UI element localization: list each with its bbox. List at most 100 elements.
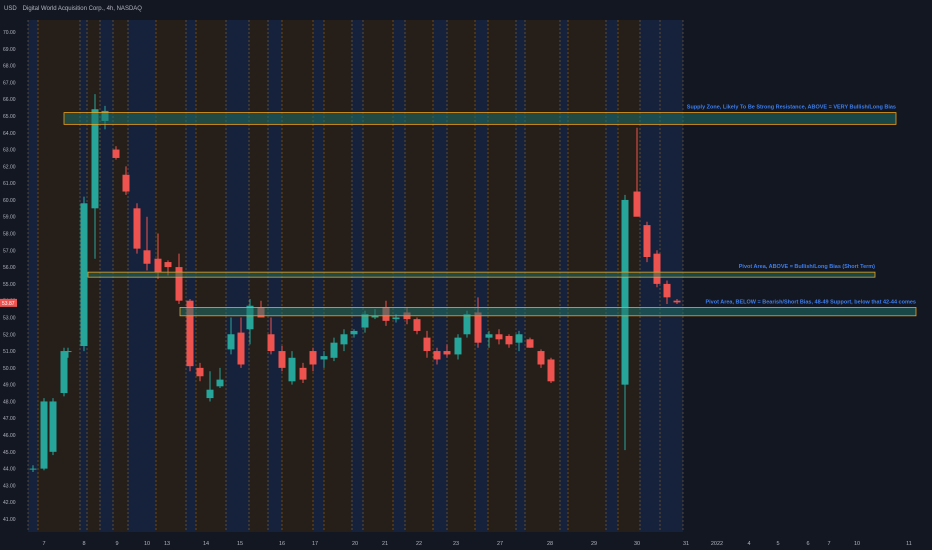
candle-bearish <box>643 221 651 263</box>
candle-body <box>392 317 400 320</box>
x-tick-label: 27 <box>497 541 503 547</box>
y-tick-label: 58.00 <box>3 232 16 238</box>
candle-bearish <box>122 166 130 195</box>
y-tick-label: 59.00 <box>3 215 16 221</box>
candle-bullish <box>64 347 72 358</box>
zones: Supply Zone, Likely To Be Strong Resista… <box>63 105 917 317</box>
y-tick-label: 43.00 <box>3 483 16 489</box>
candle-body <box>621 199 629 385</box>
x-tick-label: 13 <box>164 541 170 547</box>
zone-annotation: Pivot Area, BELOW = Bearish/Short Bias, … <box>705 299 916 305</box>
candle-bullish <box>340 329 348 352</box>
y-tick-label: 64.00 <box>3 131 16 137</box>
candle-body <box>227 334 235 350</box>
candle-body <box>49 401 57 452</box>
candle-body <box>29 468 37 470</box>
candle-body <box>216 379 224 387</box>
y-tick-label: 66.00 <box>3 97 16 103</box>
candle-body <box>309 351 317 365</box>
candle-body <box>133 208 141 249</box>
y-tick-label: 45.00 <box>3 450 16 456</box>
x-tick-label: 17 <box>312 541 318 547</box>
candle-body <box>413 319 421 331</box>
candle-bearish <box>299 362 307 383</box>
candle-body <box>526 339 534 348</box>
candle-body <box>278 351 286 368</box>
y-tick-label: 65.00 <box>3 114 16 120</box>
candle-bearish <box>423 330 431 358</box>
candle-body <box>633 191 641 217</box>
candle-bearish <box>443 344 451 358</box>
candle-bearish <box>143 216 151 271</box>
candles <box>29 94 681 472</box>
candle-body <box>299 367 307 380</box>
y-tick-label: 61.00 <box>3 181 16 187</box>
candle-body <box>485 334 493 338</box>
zone-rect[interactable] <box>179 307 917 317</box>
candle-bearish <box>633 127 641 217</box>
y-tick-label: 67.00 <box>3 80 16 86</box>
y-tick-label: 49.00 <box>3 383 16 389</box>
candle-bearish <box>133 203 141 254</box>
candle-bearish <box>537 349 545 368</box>
zone-rect[interactable] <box>63 112 897 125</box>
x-tick-label: 22 <box>416 541 422 547</box>
candle-bullish <box>621 194 629 451</box>
candle-bullish <box>40 398 48 471</box>
price-tag-box <box>0 298 17 307</box>
candle-body <box>320 356 328 360</box>
candle-body <box>206 389 214 399</box>
y-tick-label: 55.00 <box>3 282 16 288</box>
candle-bearish <box>154 233 162 279</box>
x-tick-label: 8 <box>82 541 85 547</box>
candle-bearish <box>663 280 671 305</box>
candle-body <box>40 401 48 469</box>
candle-body <box>237 332 245 365</box>
y-tick-label: 51.00 <box>3 349 16 355</box>
candle-body <box>350 330 358 335</box>
candle-bearish <box>433 347 441 365</box>
x-tick-label: 5 <box>776 541 779 547</box>
candle-bearish <box>505 334 513 348</box>
x-tick-label: 30 <box>634 541 640 547</box>
candle-body <box>371 315 379 318</box>
session-stripe <box>28 20 38 532</box>
candle-body <box>340 334 348 345</box>
x-tick-label: 10 <box>144 541 150 547</box>
candle-body <box>196 367 204 377</box>
candle-bullish <box>80 196 88 352</box>
x-tick-label: 21 <box>382 541 388 547</box>
y-tick-label: 50.00 <box>3 366 16 372</box>
zone-rect[interactable] <box>87 271 876 278</box>
candle-bullish <box>350 329 358 338</box>
y-tick-label: 60.00 <box>3 198 16 204</box>
candle-bearish <box>237 317 245 368</box>
candle-body <box>443 351 451 355</box>
candle-bearish <box>673 299 681 305</box>
x-tick-label: 6 <box>806 541 809 547</box>
candle-bearish <box>267 317 275 355</box>
y-tick-label: 56.00 <box>3 265 16 271</box>
candle-body <box>653 253 661 284</box>
candle-bearish <box>653 250 661 288</box>
x-tick-label: 7 <box>827 541 830 547</box>
y-tick-label: 48.00 <box>3 399 16 405</box>
candle-body <box>175 267 183 301</box>
x-tick-label: 15 <box>237 541 243 547</box>
candle-bullish <box>206 371 214 402</box>
candle-bullish <box>227 317 235 355</box>
candle-bearish <box>112 146 120 160</box>
candle-body <box>330 342 338 358</box>
y-tick-label: 53.00 <box>3 315 16 321</box>
candle-body <box>463 314 471 335</box>
x-tick-label: 23 <box>453 541 459 547</box>
candle-body <box>267 334 275 352</box>
candle-body <box>164 262 172 268</box>
candle-bullish <box>49 398 57 456</box>
candle-body <box>361 314 369 328</box>
x-tick-label: 4 <box>747 541 750 547</box>
candle-bullish <box>320 351 328 368</box>
symbol-title[interactable]: Digital World Acquisition Corp., 4h, NAS… <box>22 6 142 12</box>
